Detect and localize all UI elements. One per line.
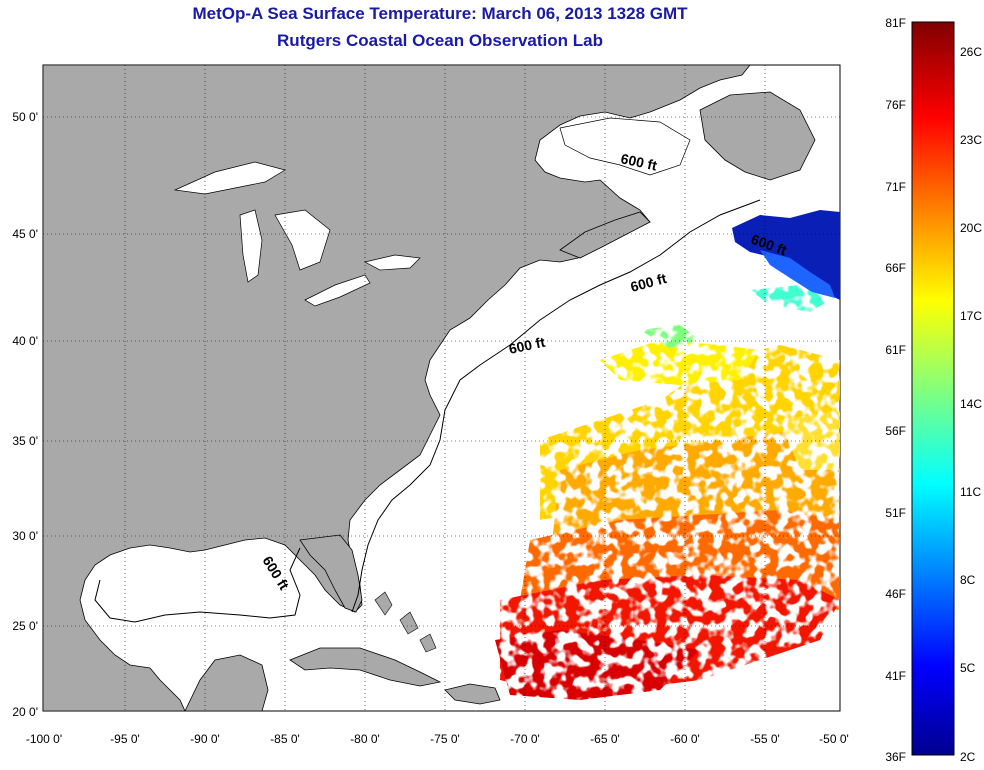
lon-tick-label: -55 0' [750,732,780,746]
colorbar-celsius-labels: 26C 23C 20C 17C 14C 11C 8C 5C 2C [960,45,982,764]
lon-tick-label: -95 0' [110,732,140,746]
lon-tick-label: -70 0' [510,732,540,746]
land-nova-scotia [559,211,651,259]
temperature-colorbar [911,21,955,756]
great-lake-superior [173,161,286,195]
colorbar-c-label: 20C [960,221,982,235]
lon-tick-label: -85 0' [270,732,300,746]
lon-tick-label: -100 0' [26,732,62,746]
lat-tick-label: 40 0' [12,334,38,348]
colorbar-c-label: 17C [960,309,982,323]
colorbar-f-label: 66F [885,261,906,275]
lon-tick-label: -65 0' [590,732,620,746]
cold-water-edge [760,250,835,298]
colorbar-fahrenheit-labels: 81F 76F 71F 66F 61F 56F 51F 46F 41F 36F [885,16,906,764]
colorbar-c-label: 14C [960,397,982,411]
colorbar-f-label: 41F [885,669,906,683]
colorbar-c-label: 23C [960,133,982,147]
colorbar-f-label: 76F [885,98,906,112]
land-bahamas [374,591,437,653]
colorbar-f-label: 61F [885,343,906,357]
colorbar-c-label: 11C [960,485,981,499]
lat-tick-label: 30 0' [12,529,38,543]
lon-tick-label: -80 0' [350,732,380,746]
great-lake-michigan [239,209,263,283]
shelf-contour-600ft [94,199,761,623]
lon-tick-label: -75 0' [430,732,460,746]
map-title: MetOp-A Sea Surface Temperature: March 0… [192,4,688,23]
land-florida [299,534,363,613]
great-lake-ontario [364,254,421,271]
colorbar-f-label: 36F [885,750,906,764]
colorbar-f-label: 56F [885,424,906,438]
lat-tick-label: 25 0' [12,619,38,633]
colorbar-f-label: 71F [885,180,906,194]
great-lake-erie [304,274,371,307]
lat-tick-label: 35 0' [12,434,38,448]
colorbar-c-label: 5C [960,661,976,675]
colorbar-f-label: 81F [885,16,906,30]
colorbar-c-label: 2C [960,750,976,764]
colorbar-f-label: 46F [885,587,906,601]
great-lake-huron [274,209,331,271]
latitude-axis: 50 0' 45 0' 40 0' 35 0' 30 0' 25 0' 20 0… [12,110,38,719]
lon-tick-label: -60 0' [670,732,700,746]
gulf-st-lawrence [559,117,691,176]
land-north-america [43,65,751,711]
colorbar-c-label: 26C [960,45,982,59]
land-hispaniola [444,683,501,705]
lat-tick-label: 45 0' [12,227,38,241]
longitude-axis: -100 0' -95 0' -90 0' -85 0' -80 0' -75 … [26,732,849,746]
contour-label-600ft: 600 ft [619,150,658,173]
land-newfoundland [699,91,816,181]
lon-tick-label: -90 0' [190,732,220,746]
land-yucatan [184,654,269,711]
lat-tick-label: 50 0' [12,110,38,124]
graticule [43,65,840,711]
land-cuba [289,647,442,687]
colorbar-c-label: 8C [960,573,976,587]
sst-data-layer [495,285,840,700]
map-subtitle: Rutgers Coastal Ocean Observation Lab [277,31,603,50]
colorbar-f-label: 51F [885,506,906,520]
lat-tick-label: 20 0' [12,705,38,719]
lon-tick-label: -50 0' [819,732,849,746]
contour-label-600ft: 600 ft [507,334,546,357]
